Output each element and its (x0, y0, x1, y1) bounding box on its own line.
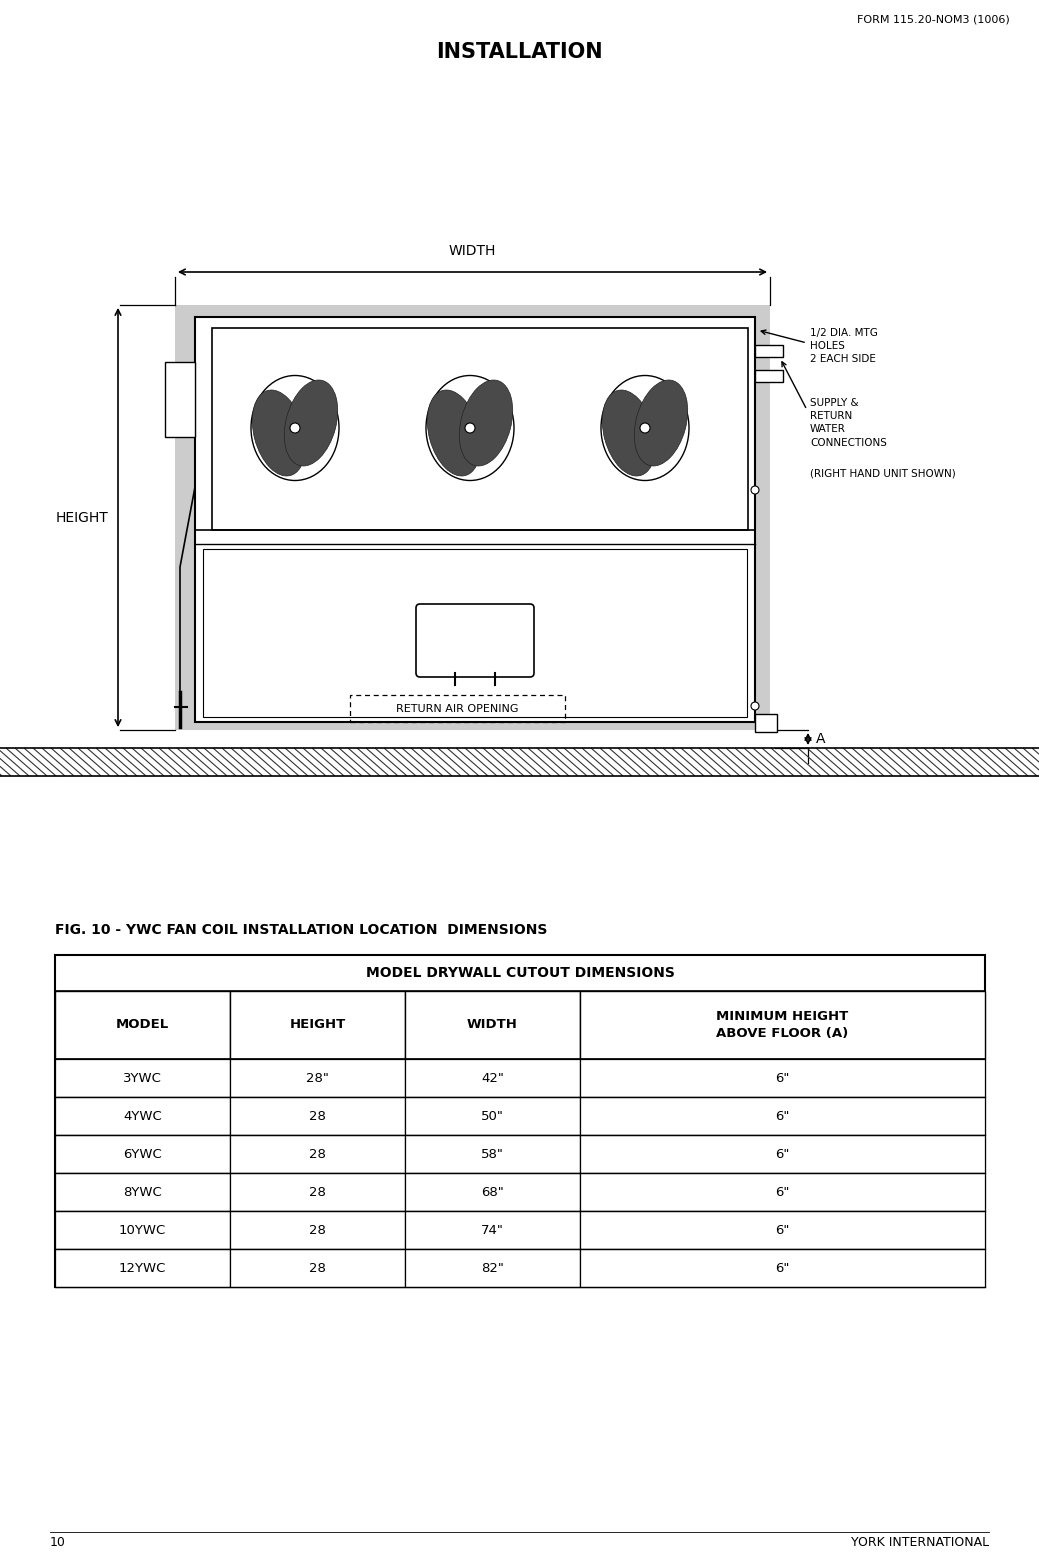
Text: SUPPLY &
RETURN
WATER
CONNECTIONS: SUPPLY & RETURN WATER CONNECTIONS (810, 398, 887, 448)
Bar (755, 370, 783, 382)
Bar (175, 306, 770, 730)
Bar (230, 1136, 405, 1173)
Text: A: A (816, 732, 826, 746)
Circle shape (751, 487, 760, 495)
Text: 68": 68" (481, 1186, 504, 1198)
Bar (230, 1250, 405, 1287)
Text: YORK INTERNATIONAL: YORK INTERNATIONAL (851, 1535, 989, 1549)
Text: MINIMUM HEIGHT
ABOVE FLOOR (A): MINIMUM HEIGHT ABOVE FLOOR (A) (716, 1009, 849, 1041)
Bar (580, 1250, 985, 1287)
Text: 28": 28" (307, 1072, 329, 1084)
Circle shape (290, 423, 300, 434)
Bar (55, 955, 985, 1287)
Text: 10YWC: 10YWC (118, 1223, 166, 1237)
Text: INSTALLATION: INSTALLATION (435, 42, 603, 62)
Bar (405, 1136, 580, 1173)
Text: 50": 50" (481, 1109, 504, 1123)
Bar (195, 317, 755, 722)
Bar (55, 1173, 230, 1211)
Text: 28: 28 (309, 1186, 326, 1198)
Bar (203, 549, 747, 718)
Ellipse shape (603, 390, 656, 476)
Text: 82": 82" (481, 1262, 504, 1275)
Bar (580, 1136, 985, 1173)
Bar (755, 714, 777, 732)
Bar (212, 328, 748, 530)
Ellipse shape (285, 381, 338, 466)
Bar (405, 1250, 580, 1287)
Text: HEIGHT: HEIGHT (55, 510, 108, 524)
Text: 28: 28 (309, 1109, 326, 1123)
Text: 6": 6" (775, 1148, 790, 1161)
Bar (55, 1251, 985, 1287)
Bar (580, 1097, 985, 1136)
Text: FORM 115.20-NOM3 (1006): FORM 115.20-NOM3 (1006) (857, 16, 1010, 25)
Bar (580, 991, 985, 1059)
Ellipse shape (634, 381, 688, 466)
Text: WIDTH: WIDTH (449, 243, 497, 257)
Bar (230, 1097, 405, 1136)
Ellipse shape (426, 376, 514, 480)
Text: RETURN AIR OPENING: RETURN AIR OPENING (396, 704, 518, 713)
Text: 28: 28 (309, 1148, 326, 1161)
Bar (55, 991, 230, 1059)
Text: WIDTH: WIDTH (468, 1019, 517, 1031)
Text: HEIGHT: HEIGHT (290, 1019, 346, 1031)
Bar (405, 1173, 580, 1211)
FancyBboxPatch shape (416, 604, 534, 677)
Circle shape (640, 423, 650, 434)
Text: 6": 6" (775, 1262, 790, 1275)
Bar (55, 1059, 230, 1097)
Bar (230, 1173, 405, 1211)
Text: 6": 6" (775, 1109, 790, 1123)
Bar (230, 1211, 405, 1250)
Text: FIG. 10 - YWC FAN COIL INSTALLATION LOCATION  DIMENSIONS: FIG. 10 - YWC FAN COIL INSTALLATION LOCA… (55, 924, 548, 938)
Bar (55, 1250, 230, 1287)
Ellipse shape (601, 376, 689, 480)
Text: 74": 74" (481, 1223, 504, 1237)
Ellipse shape (459, 381, 512, 466)
Text: 6YWC: 6YWC (124, 1148, 162, 1161)
Circle shape (751, 702, 760, 710)
Text: 1/2 DIA. MTG
HOLES
2 EACH SIDE: 1/2 DIA. MTG HOLES 2 EACH SIDE (810, 328, 878, 365)
Text: 28: 28 (309, 1223, 326, 1237)
Bar (165, 362, 195, 437)
Bar (55, 1097, 230, 1136)
Circle shape (465, 423, 475, 434)
Bar (0, 747, 1039, 775)
Text: (RIGHT HAND UNIT SHOWN): (RIGHT HAND UNIT SHOWN) (810, 468, 956, 477)
Bar (405, 991, 580, 1059)
Bar (405, 1211, 580, 1250)
Bar (580, 1211, 985, 1250)
Text: 6": 6" (775, 1186, 790, 1198)
Bar (405, 1097, 580, 1136)
Bar (350, 696, 565, 722)
Text: 6": 6" (775, 1072, 790, 1084)
Bar (230, 991, 405, 1059)
Bar (580, 1173, 985, 1211)
Text: 3YWC: 3YWC (123, 1072, 162, 1084)
Bar (55, 1136, 230, 1173)
Text: 28: 28 (309, 1262, 326, 1275)
Bar (55, 1211, 230, 1250)
Text: 6": 6" (775, 1223, 790, 1237)
Text: MODEL DRYWALL CUTOUT DIMENSIONS: MODEL DRYWALL CUTOUT DIMENSIONS (366, 966, 674, 980)
Text: 58": 58" (481, 1148, 504, 1161)
Ellipse shape (427, 390, 481, 476)
Bar (755, 345, 783, 357)
Text: 8YWC: 8YWC (124, 1186, 162, 1198)
Bar (230, 1059, 405, 1097)
Bar (580, 1059, 985, 1097)
Text: 12YWC: 12YWC (118, 1262, 166, 1275)
Text: 10: 10 (50, 1535, 65, 1549)
Text: 4YWC: 4YWC (124, 1109, 162, 1123)
Text: MODEL: MODEL (116, 1019, 169, 1031)
Bar (405, 1059, 580, 1097)
Text: 42": 42" (481, 1072, 504, 1084)
Ellipse shape (252, 390, 305, 476)
Ellipse shape (251, 376, 339, 480)
